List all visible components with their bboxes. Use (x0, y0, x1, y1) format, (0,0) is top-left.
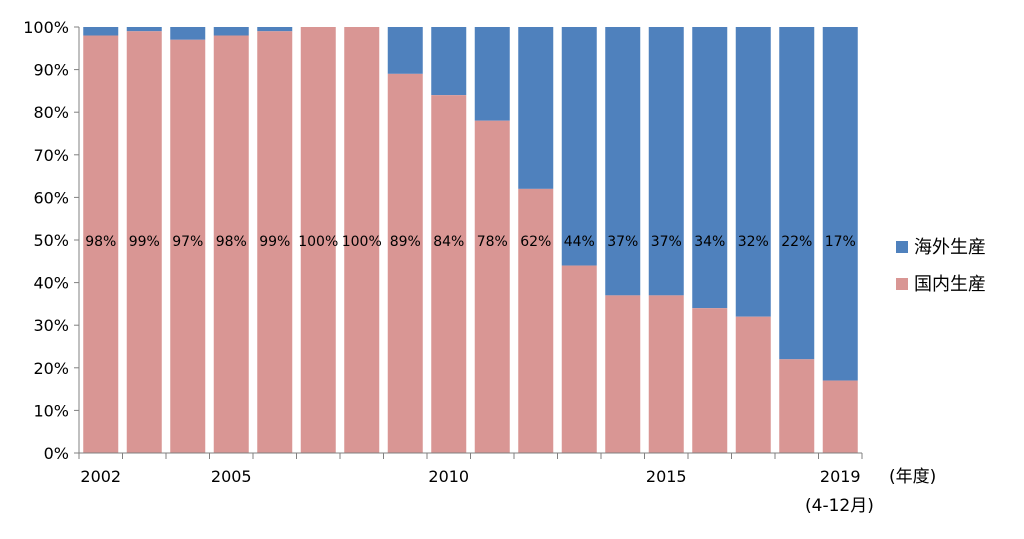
legend-label: 国内生産 (914, 274, 986, 295)
data-label: 34% (694, 234, 725, 250)
data-label: 97% (172, 234, 203, 250)
bar-overseas (692, 27, 728, 309)
data-label: 99% (259, 234, 290, 250)
bar-domestic (605, 295, 641, 453)
y-axis: 0% 10% 20% 30% 40% 50% 60% 70% 80% 90% 100% (23, 18, 80, 463)
bar-domestic (518, 188, 554, 453)
bar-overseas (474, 27, 510, 121)
data-labels: 98% 99% 97% 98% 99% 100% 100% 89% 84% 78% 62% 44% 37… (85, 234, 856, 250)
data-label: 78% (477, 234, 508, 250)
y-tick-label: 70% (33, 146, 69, 165)
data-label: 17% (825, 234, 856, 250)
bar-overseas (431, 27, 467, 96)
bar-overseas (605, 27, 641, 296)
y-tick-label: 0% (44, 444, 69, 463)
data-label: 84% (433, 234, 464, 250)
x-axis-unit-label: (年度) (889, 467, 936, 487)
bar-overseas (126, 27, 162, 32)
bar-domestic (83, 35, 119, 454)
y-tick-label: 50% (33, 231, 69, 250)
bar-domestic (300, 27, 336, 453)
y-tick-label: 60% (33, 188, 69, 207)
bar-domestic (692, 308, 728, 453)
data-label: 62% (520, 234, 551, 250)
data-label: 98% (85, 234, 116, 250)
x-axis-note-label: (4-12月) (805, 496, 874, 516)
x-tick-label: 2019 (820, 467, 861, 486)
y-tick-label: 20% (33, 359, 69, 378)
bar-overseas (83, 27, 119, 36)
bar-domestic (561, 265, 597, 453)
y-tick-label: 90% (33, 61, 69, 80)
bar-overseas (822, 27, 858, 381)
bar-overseas (518, 27, 554, 189)
bar-domestic (387, 73, 423, 454)
legend-swatch (896, 278, 908, 290)
data-label: 98% (216, 234, 247, 250)
y-tick-label: 40% (33, 274, 69, 293)
data-label: 44% (564, 234, 595, 250)
y-tick-label: 10% (33, 401, 69, 420)
bar-domestic (474, 120, 510, 453)
bar-overseas (735, 27, 771, 317)
x-tick-label: 2010 (428, 467, 469, 486)
bar-overseas (170, 27, 206, 40)
y-tick-label: 80% (33, 103, 69, 122)
x-tick-label: 2005 (211, 467, 252, 486)
bar-domestic (126, 31, 162, 453)
bars (83, 27, 858, 454)
bar-overseas (387, 27, 423, 74)
bar-domestic (822, 380, 858, 453)
x-axis: 2002 2005 2010 2015 2019 (78, 452, 863, 486)
data-label: 37% (607, 234, 638, 250)
data-label: 32% (738, 234, 769, 250)
legend-swatch (896, 241, 908, 253)
data-label: 100% (342, 234, 382, 250)
bar-overseas (648, 27, 684, 296)
x-tick-label: 2002 (80, 467, 121, 486)
data-label: 89% (390, 234, 421, 250)
y-tick-label: 30% (33, 316, 69, 335)
data-label: 99% (129, 234, 160, 250)
data-label: 37% (651, 234, 682, 250)
y-tick-label: 100% (23, 18, 69, 37)
bar-overseas (257, 27, 293, 32)
bar-domestic (735, 316, 771, 453)
bar-domestic (431, 95, 467, 453)
bar-domestic (257, 31, 293, 453)
bar-domestic (213, 35, 249, 454)
bar-domestic (170, 39, 206, 453)
data-label: 22% (781, 234, 812, 250)
bar-domestic (648, 295, 684, 453)
legend-label: 海外生産 (914, 237, 986, 258)
bar-domestic (344, 27, 380, 453)
data-label: 100% (298, 234, 338, 250)
bar-overseas (561, 27, 597, 266)
bar-overseas (779, 27, 815, 360)
x-tick-label: 2015 (646, 467, 687, 486)
bar-domestic (779, 359, 815, 453)
bar-overseas (213, 27, 249, 36)
